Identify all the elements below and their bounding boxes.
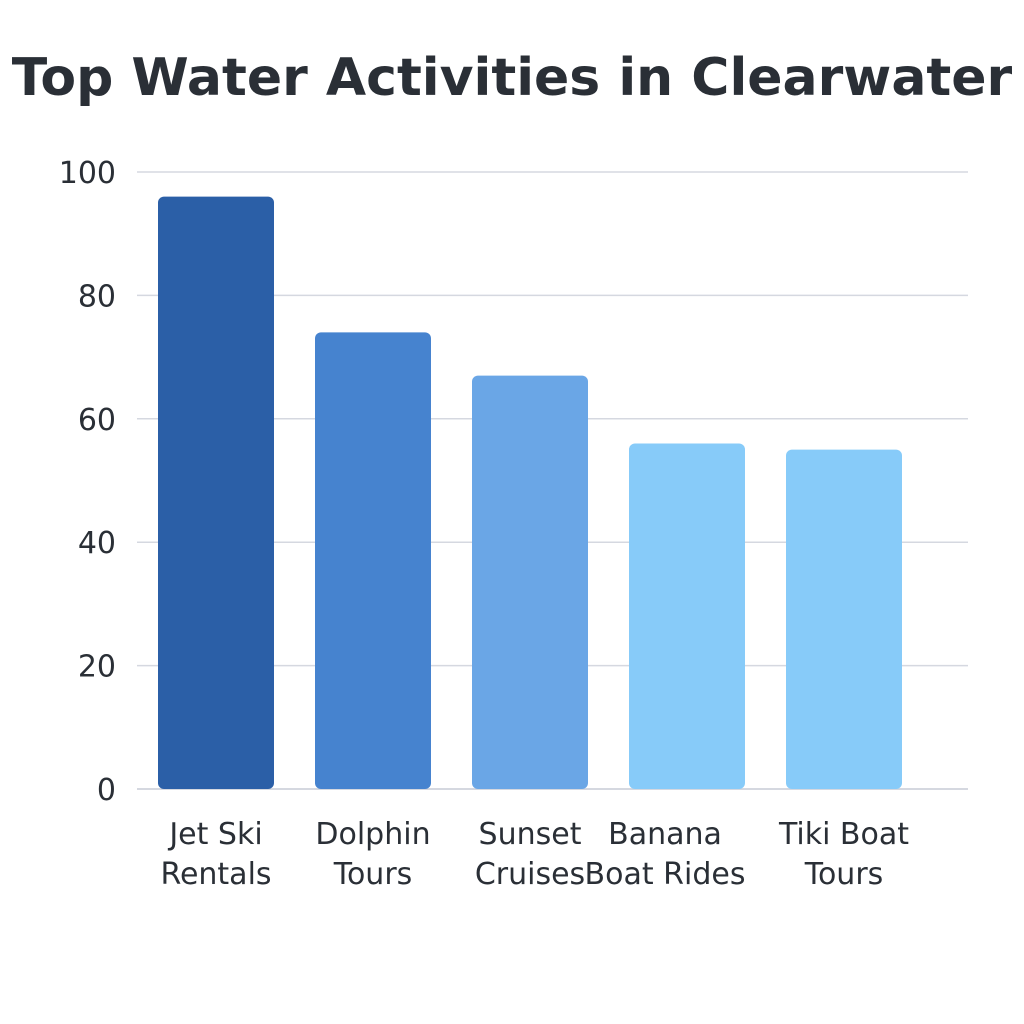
y-tick-label: 40 — [78, 526, 116, 561]
y-axis-ticks: 0 20 40 60 80 100 — [59, 156, 116, 808]
bar — [315, 332, 431, 789]
bar — [158, 196, 274, 789]
y-tick-label: 80 — [78, 279, 116, 314]
y-tick-label: 60 — [78, 403, 116, 438]
x-axis-labels: Jet Ski Rentals Dolphin Tours Sunset CruisesB… — [160, 817, 909, 892]
x-tick-label: Jet Ski Rentals — [160, 817, 271, 892]
bar — [629, 443, 745, 789]
x-tick-label: Tiki Boat Tours — [778, 817, 909, 892]
bars — [158, 196, 902, 789]
chart-title: Top Water Activities in Clearwater — [11, 48, 1013, 108]
y-tick-label: 20 — [78, 650, 116, 685]
bar — [786, 449, 902, 789]
y-tick-label: 100 — [59, 156, 116, 191]
x-tick-label: Banana Boat Rides — [585, 817, 746, 892]
bar — [472, 375, 588, 789]
y-tick-label: 0 — [97, 773, 116, 808]
x-tick-label: Dolphin Tours — [315, 817, 430, 892]
x-tick-label: Sunset Cruises — [475, 817, 585, 892]
